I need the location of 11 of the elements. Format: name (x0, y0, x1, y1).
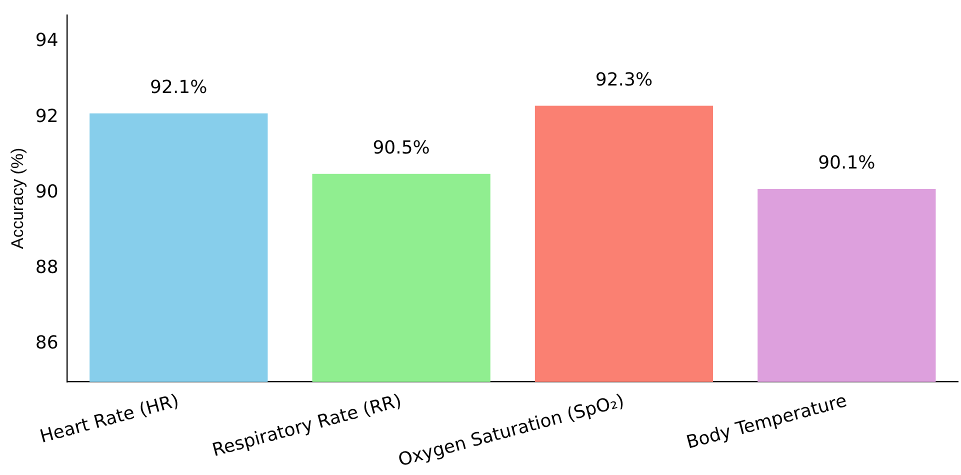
data-label: 90.5% (372, 138, 430, 159)
y-tick-label: 88 (35, 257, 58, 278)
data-label: 92.1% (150, 77, 208, 98)
data-label: 92.3% (595, 69, 653, 90)
y-tick-label: 86 (35, 332, 58, 354)
data-label: 90.1% (818, 152, 876, 174)
y-tick-label: 92 (35, 106, 58, 127)
y-axis-title: Accuracy (%) (8, 148, 27, 249)
y-tick-label: 90 (35, 181, 58, 202)
x-tick-label: Heart Rate (HR) (38, 390, 182, 448)
y-tick-label: 94 (35, 30, 58, 52)
